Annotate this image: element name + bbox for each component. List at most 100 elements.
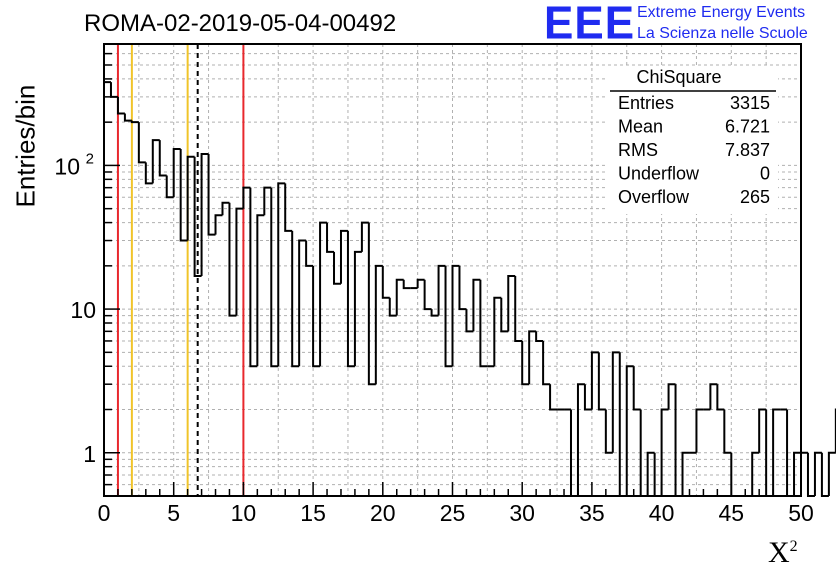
histogram-bin [681, 451, 690, 496]
histogram-bin [305, 240, 314, 267]
histogram-bin [632, 366, 641, 411]
stats-name: ChiSquare [636, 67, 721, 87]
x-tick-label: 10 [231, 500, 257, 526]
x-tick-label: 50 [788, 500, 814, 526]
histogram-bin [514, 275, 523, 342]
histogram-bin [611, 351, 620, 453]
y-tick-label: 10 [70, 297, 96, 323]
histogram-bin [597, 352, 606, 411]
histogram-bin [507, 274, 516, 332]
x-tick-label: 25 [440, 500, 466, 526]
x-tick-label: 0 [98, 500, 111, 526]
stats-value: 0 [760, 164, 770, 184]
histogram-bin [535, 331, 544, 342]
histogram-bin [395, 278, 404, 316]
histogram-bin [256, 214, 265, 367]
histogram-bin [186, 155, 195, 241]
histogram-bin [130, 120, 139, 124]
histogram-bin [137, 122, 146, 164]
histogram-bin [751, 451, 760, 496]
histogram-bin [820, 452, 829, 497]
y-tick-label-sup: 2 [86, 150, 94, 167]
histogram-bin [542, 340, 551, 386]
histogram-bin [583, 384, 592, 411]
chart-title: ROMA-02-2019-05-04-00492 [84, 10, 397, 37]
histogram-bin [367, 222, 376, 386]
stats-label: Entries [618, 93, 674, 113]
histogram-bin [479, 279, 488, 368]
histogram-bin [806, 452, 815, 497]
histogram-bin [528, 330, 537, 385]
stats-label: Mean [618, 117, 663, 137]
stats-value: 3315 [730, 93, 770, 113]
histogram-bin [793, 451, 801, 496]
histogram-bin [472, 278, 481, 332]
histogram-bin [298, 239, 307, 367]
histogram-bin [618, 352, 627, 497]
x-tick-label: 30 [509, 500, 535, 526]
histogram-bin [576, 383, 585, 496]
histogram-bin [625, 365, 634, 496]
histogram-bin [493, 296, 502, 367]
histogram-bin [263, 186, 272, 216]
histogram-bin [277, 182, 286, 367]
histogram-bin [695, 408, 704, 453]
histogram-bin [228, 202, 237, 317]
histogram-bin [772, 408, 781, 496]
x-tick-label: 40 [649, 500, 675, 526]
histogram-bin [465, 309, 474, 333]
histogram-bin [646, 451, 655, 496]
histogram-bin [667, 383, 676, 410]
histogram-bin [319, 221, 328, 367]
histogram-bin [284, 183, 293, 232]
histogram-bin [716, 384, 725, 411]
histogram-bin [437, 264, 446, 316]
histogram-bin [172, 148, 181, 198]
stats-label: RMS [618, 140, 658, 160]
histogram-bin [444, 265, 453, 368]
stats-value: 7.837 [725, 140, 770, 160]
histogram-bin [451, 264, 460, 367]
stats-label: Underflow [618, 164, 700, 184]
x-tick-label: 20 [370, 500, 396, 526]
histogram-bin [235, 207, 244, 316]
histogram-bin [207, 154, 216, 236]
histogram-bin [103, 81, 111, 496]
histogram-bin [500, 297, 509, 333]
histogram-bin [116, 96, 125, 115]
histogram-bin [144, 162, 153, 185]
histogram-bin [813, 451, 822, 496]
histogram-bin [193, 156, 202, 277]
stats-label: Overflow [618, 187, 690, 207]
y-tick-label: 1 [83, 441, 96, 467]
histogram-bin [660, 408, 669, 496]
histogram-bin [179, 149, 188, 242]
histogram-bin [242, 186, 251, 209]
histogram-bin [381, 265, 390, 299]
histogram-bin [333, 251, 341, 285]
histogram-bin [374, 264, 383, 385]
x-tick-label: 15 [300, 500, 326, 526]
histogram-bin [674, 384, 683, 497]
x-axis-label-base: X [768, 536, 790, 569]
histogram-bin [123, 113, 132, 122]
histogram-bin [353, 250, 362, 367]
histogram-bin [346, 230, 355, 368]
histogram-bin [200, 153, 209, 276]
histogram-bin [827, 451, 836, 496]
eee-logo-line1: Extreme Energy Events [637, 4, 806, 21]
histogram-bin [423, 279, 432, 311]
x-tick-label: 35 [579, 500, 605, 526]
histogram-bin [388, 297, 397, 317]
histogram-bin [221, 201, 230, 216]
histogram-bin [339, 229, 348, 284]
histogram-bin [326, 222, 335, 253]
x-axis-label-sup: 2 [789, 538, 798, 555]
histogram-bin [165, 175, 174, 199]
histogram-bin [758, 408, 767, 453]
histogram-bin [723, 409, 732, 454]
histogram-bin [158, 140, 167, 177]
eee-logo-line2: La Scienza nelle Scuole [637, 25, 808, 42]
histogram-bin [458, 265, 467, 311]
